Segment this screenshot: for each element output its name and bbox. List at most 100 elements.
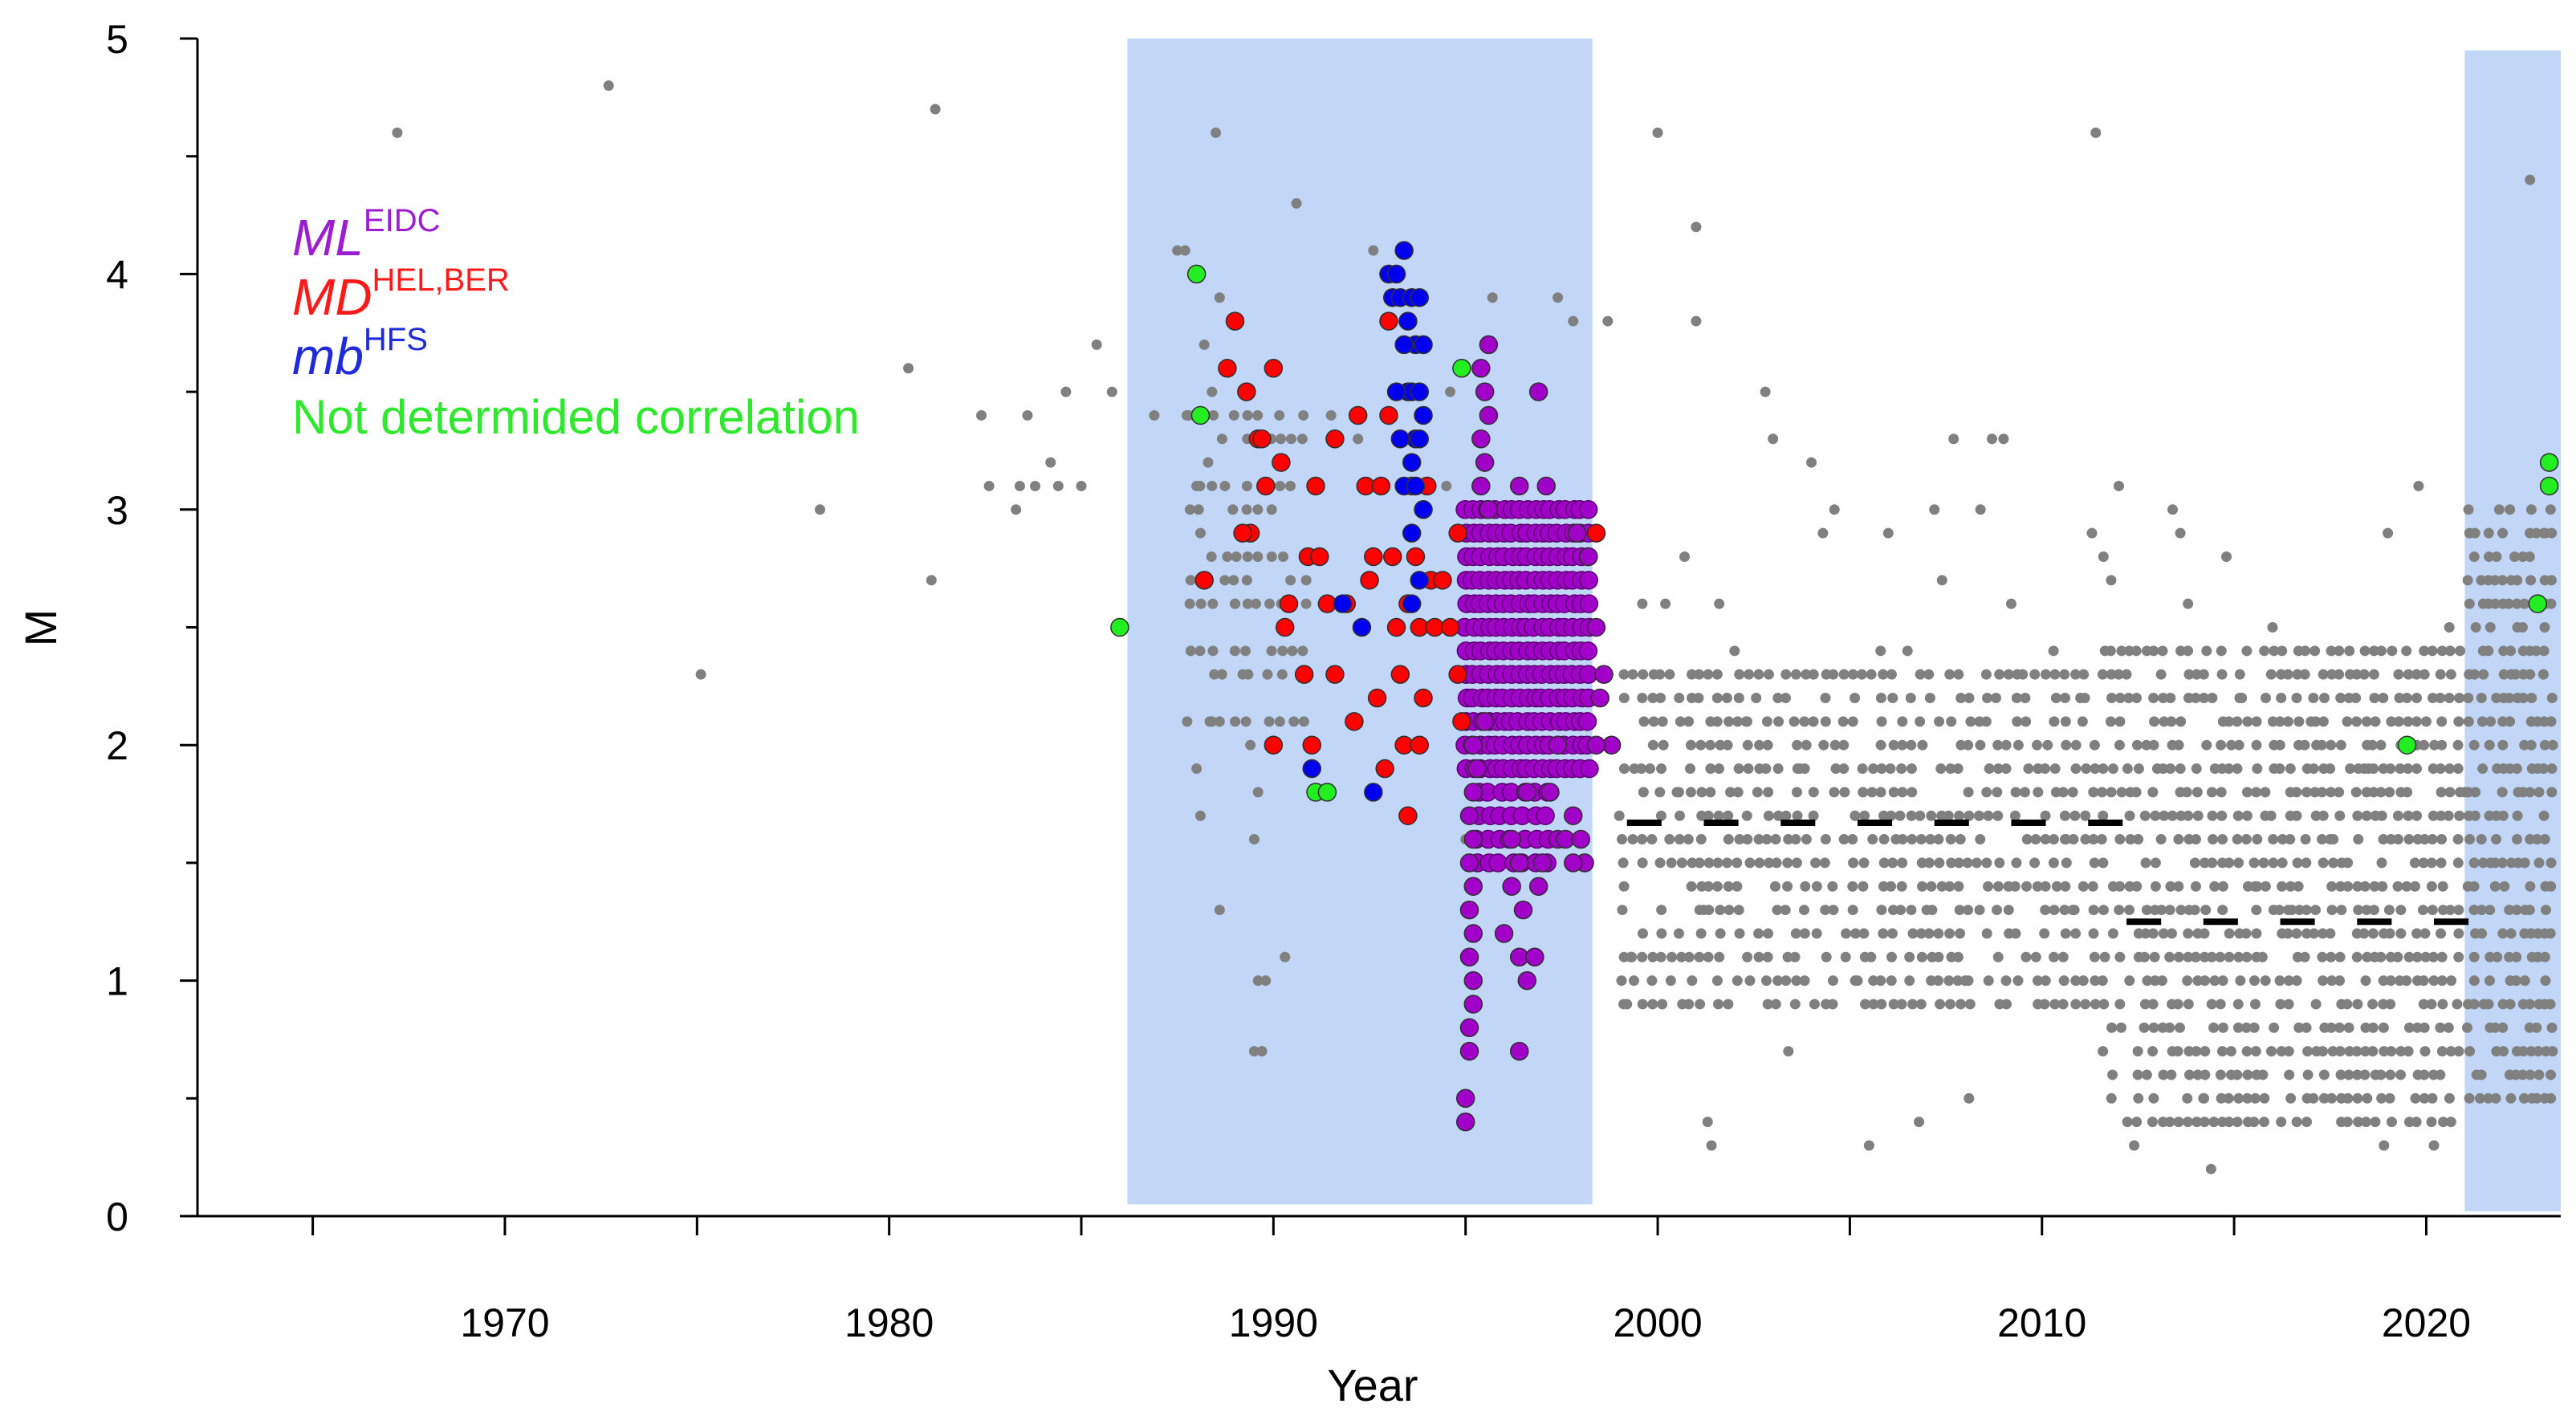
band-point xyxy=(2452,763,2464,775)
band-point xyxy=(1240,716,1251,727)
background-point xyxy=(983,480,995,491)
band-point xyxy=(1665,975,1676,987)
background-point xyxy=(2344,645,2355,657)
background-point xyxy=(2363,763,2375,775)
band-point xyxy=(1580,759,1599,779)
band-point xyxy=(2335,693,2346,704)
band-point xyxy=(2291,693,2302,704)
highlight-point xyxy=(1294,665,1314,684)
band-point xyxy=(2351,1046,2362,1057)
highlight-point xyxy=(1402,453,1422,472)
band-point xyxy=(2359,1069,2370,1080)
background-point xyxy=(1011,504,1022,515)
band-point xyxy=(2395,763,2406,775)
band-point xyxy=(2225,1046,2236,1057)
highlight-point xyxy=(1410,429,1430,449)
band-point xyxy=(2133,834,2144,845)
band-point xyxy=(1715,905,1726,916)
band-point xyxy=(1933,928,1944,939)
band-point xyxy=(1894,810,1906,821)
band-point xyxy=(2077,716,2088,727)
band-point xyxy=(2061,739,2072,751)
band-point xyxy=(2070,999,2082,1010)
band-point xyxy=(1866,669,1877,680)
band-point xyxy=(2133,763,2144,775)
band-point xyxy=(1723,905,1735,916)
band-point xyxy=(1696,787,1707,798)
band-point xyxy=(1888,787,1899,798)
band-point xyxy=(1694,951,1705,962)
band-point xyxy=(1975,834,1986,845)
band-point xyxy=(2080,999,2091,1010)
highlight-point xyxy=(1302,759,1321,779)
highlight-point xyxy=(1463,829,1483,849)
band-point xyxy=(2029,669,2041,680)
band-point xyxy=(2106,1093,2117,1104)
background-point xyxy=(1964,1093,1975,1104)
band-point xyxy=(2042,739,2053,751)
band-point xyxy=(1207,480,1218,491)
band-point xyxy=(2436,857,2447,869)
band-point xyxy=(1184,504,1195,515)
background-point xyxy=(1948,433,1959,445)
band-point xyxy=(2070,739,2082,751)
band-point xyxy=(2547,739,2558,751)
band-point xyxy=(1676,857,1687,869)
band-point xyxy=(2173,739,2184,751)
background-point xyxy=(1882,527,1894,539)
background-point xyxy=(2459,787,2470,798)
band-point xyxy=(2368,905,2379,916)
band-point xyxy=(2216,810,2228,821)
highlight-point xyxy=(1563,806,1583,825)
band-point xyxy=(2308,693,2319,704)
band-point xyxy=(1252,504,1264,515)
band-point xyxy=(2444,763,2456,775)
band-point xyxy=(1276,433,1287,445)
band-point xyxy=(2240,834,2252,845)
highlight-point xyxy=(1383,547,1402,567)
band-point xyxy=(2436,787,2447,798)
band-point xyxy=(2089,739,2100,751)
band-point xyxy=(2540,975,2551,987)
band-point xyxy=(2401,881,2412,892)
band-point xyxy=(1964,810,1975,821)
highlight-point xyxy=(1509,853,1529,873)
band-point xyxy=(1953,857,1964,869)
background-point xyxy=(2167,504,2179,515)
band-point xyxy=(1637,834,1648,845)
band-point xyxy=(2342,716,2353,727)
band-point xyxy=(2427,810,2439,821)
band-point xyxy=(2358,928,2370,939)
band-point xyxy=(2463,504,2474,515)
band-point xyxy=(2464,1093,2475,1104)
band-point xyxy=(2077,975,2089,987)
band-point xyxy=(1771,857,1782,869)
band-point xyxy=(2265,810,2277,821)
band-point xyxy=(2525,739,2537,751)
band-point xyxy=(2499,881,2510,892)
band-point xyxy=(2012,739,2024,751)
band-point xyxy=(2532,834,2543,845)
band-point xyxy=(2190,881,2201,892)
band-point xyxy=(2012,716,2023,727)
band-point xyxy=(2251,905,2262,916)
highlight-point xyxy=(1402,523,1422,543)
highlight-point xyxy=(1306,476,1325,496)
band-point xyxy=(2362,1093,2373,1104)
band-point xyxy=(1637,857,1648,869)
band-point xyxy=(1820,834,1831,845)
highlight-point xyxy=(1386,382,1406,401)
band-point xyxy=(2191,1046,2202,1057)
band-point xyxy=(2147,1117,2158,1128)
band-point xyxy=(2335,739,2346,751)
legend-entry-mb: mbHFS xyxy=(292,322,428,385)
band-point xyxy=(2191,1117,2203,1128)
band-point xyxy=(1770,999,1781,1010)
highlight-point xyxy=(1548,735,1568,755)
band-point xyxy=(2292,857,2303,869)
band-point xyxy=(2242,787,2253,798)
highlight-point xyxy=(1317,783,1337,802)
band-point xyxy=(2088,787,2099,798)
band-point xyxy=(1838,834,1850,845)
band-point xyxy=(2367,1022,2379,1033)
